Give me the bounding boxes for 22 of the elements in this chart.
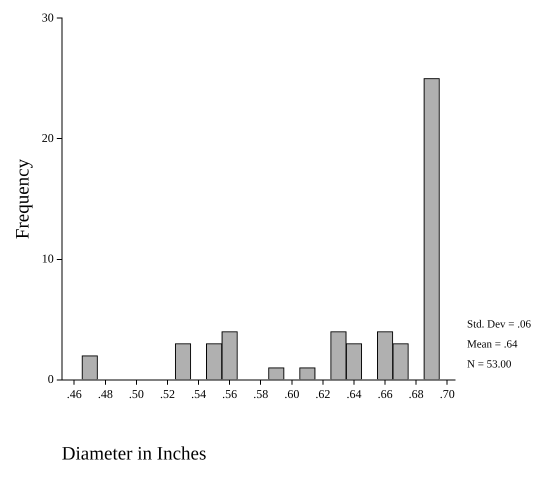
x-tick-label: .66	[378, 387, 393, 402]
y-tick-label: 10	[42, 251, 54, 266]
x-tick-label: .56	[222, 387, 238, 402]
text: Mean = .64	[467, 338, 518, 351]
x-tick-label: .52	[160, 387, 175, 402]
x-tick-label: .48	[98, 387, 113, 402]
x-tick-label: .68	[408, 387, 424, 402]
text: N = 53.00	[467, 358, 512, 371]
y-tick-label: 30	[42, 10, 54, 24]
x-tick-label: .62	[315, 387, 330, 402]
x-axis-title: Diameter in Inches	[62, 444, 206, 465]
x-tick-label: .50	[128, 387, 144, 402]
x-tick-label: .46	[66, 387, 82, 402]
x-tick-label: .54	[191, 387, 206, 402]
x-tick-label: .64	[346, 387, 362, 402]
x-tick-label: .60	[284, 387, 300, 402]
y-tick-label: 0	[48, 372, 54, 386]
x-tick-label: .58	[253, 387, 268, 402]
y-axis-title: Frequency	[12, 158, 34, 240]
y-tick-label: 20	[42, 130, 54, 145]
text: Std. Dev = .06	[467, 318, 532, 331]
x-tick-label: .70	[440, 387, 455, 402]
